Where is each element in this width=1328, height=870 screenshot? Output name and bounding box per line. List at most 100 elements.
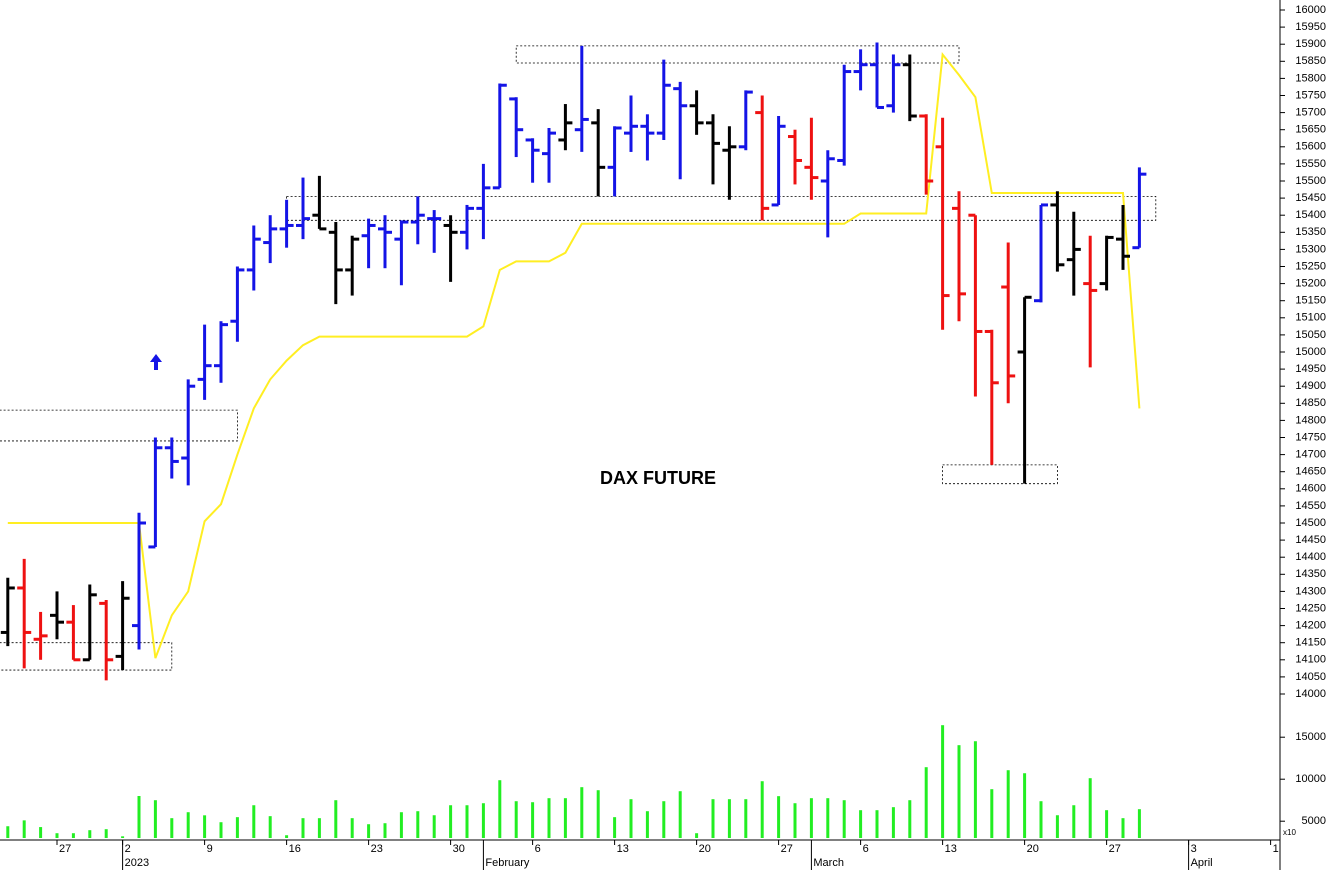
y-tick-label: 15800 xyxy=(1295,72,1326,84)
month-label: February xyxy=(485,857,530,869)
volume-bar xyxy=(596,790,600,838)
volume-bar xyxy=(531,802,535,838)
y-tick-label: 14850 xyxy=(1295,397,1326,409)
volume-bar xyxy=(678,791,682,838)
volume-bar xyxy=(55,833,59,838)
x-tick-label: 13 xyxy=(617,843,629,855)
y-tick-label: 15700 xyxy=(1295,107,1326,119)
volume-bar xyxy=(1137,809,1141,838)
volume-tick-label: 5000 xyxy=(1302,815,1326,827)
y-tick-label: 14800 xyxy=(1295,414,1326,426)
y-tick-label: 14200 xyxy=(1295,620,1326,632)
y-tick-label: 14750 xyxy=(1295,431,1326,443)
x-tick-label: 20 xyxy=(1027,843,1039,855)
y-tick-label: 14600 xyxy=(1295,483,1326,495)
volume-tick-label: 10000 xyxy=(1295,773,1326,785)
volume-bar xyxy=(662,801,666,838)
volume-bar xyxy=(809,798,813,838)
volume-bar xyxy=(121,836,125,838)
range-box xyxy=(286,195,1157,221)
y-tick-label: 14150 xyxy=(1295,637,1326,649)
volume-bar xyxy=(285,835,289,838)
x-tick-label: 20 xyxy=(699,843,711,855)
volume-bar xyxy=(859,810,863,838)
x-tick-label: 16 xyxy=(289,843,301,855)
volume-bar xyxy=(777,796,781,838)
volume-bar xyxy=(990,789,994,838)
volume-bar xyxy=(399,812,403,838)
month-label: March xyxy=(813,857,844,869)
volume-bar xyxy=(449,805,453,838)
volume-bar xyxy=(629,799,633,838)
volume-bar xyxy=(973,741,977,838)
volume-bar xyxy=(613,817,617,838)
y-tick-label: 15200 xyxy=(1295,278,1326,290)
y-tick-label: 14050 xyxy=(1295,671,1326,683)
y-tick-label: 15150 xyxy=(1295,295,1326,307)
volume-bar xyxy=(1105,810,1109,838)
y-tick-label: 14950 xyxy=(1295,363,1326,375)
x-tick-label: 2 xyxy=(125,843,131,855)
volume-bar xyxy=(645,811,649,838)
y-tick-label: 15600 xyxy=(1295,141,1326,153)
volume-bar xyxy=(514,801,518,838)
x-tick-label: 27 xyxy=(59,843,71,855)
x-tick-label: 9 xyxy=(207,843,213,855)
y-tick-label: 15650 xyxy=(1295,124,1326,136)
range-box xyxy=(942,464,1058,485)
volume-bar xyxy=(252,805,256,838)
volume-bar xyxy=(465,805,469,838)
volume-bar xyxy=(727,799,731,838)
y-tick-label: 14400 xyxy=(1295,551,1326,563)
x-tick-label: 6 xyxy=(863,843,869,855)
volume-bar xyxy=(203,815,207,838)
volume-bar xyxy=(268,816,272,838)
x-tick-label: 23 xyxy=(371,843,383,855)
y-tick-label: 15550 xyxy=(1295,158,1326,170)
y-tick-label: 15450 xyxy=(1295,192,1326,204)
y-tick-label: 14900 xyxy=(1295,380,1326,392)
volume-bar xyxy=(1121,818,1125,838)
volume-bar xyxy=(170,818,174,838)
x-tick-label: 30 xyxy=(453,843,465,855)
y-tick-label: 14100 xyxy=(1295,654,1326,666)
volume-bar xyxy=(71,833,75,838)
volume-multiplier: x10 xyxy=(1283,828,1296,837)
x-tick-label: 1 xyxy=(1273,843,1279,855)
volume-bar xyxy=(186,812,190,838)
signal-arrow xyxy=(150,354,162,370)
volume-bar xyxy=(547,798,551,838)
range-box xyxy=(0,409,238,442)
y-tick-label: 14250 xyxy=(1295,602,1326,614)
x-tick-label: 6 xyxy=(535,843,541,855)
volume-bar xyxy=(891,807,895,838)
month-label: 2023 xyxy=(125,857,149,869)
y-tick-label: 15950 xyxy=(1295,21,1326,33)
volume-bar xyxy=(432,815,436,838)
y-tick-label: 14700 xyxy=(1295,449,1326,461)
trend-line xyxy=(7,51,1141,659)
volume-bar xyxy=(744,799,748,838)
volume-bar xyxy=(1023,773,1027,838)
volume-bar xyxy=(367,824,371,838)
volume-tick-label: 15000 xyxy=(1295,731,1326,743)
volume-bar xyxy=(22,820,26,838)
y-tick-label: 15500 xyxy=(1295,175,1326,187)
x-tick-label: 3 xyxy=(1191,843,1197,855)
volume-bar xyxy=(760,781,764,838)
volume-bar xyxy=(88,830,92,838)
volume-bar xyxy=(301,818,305,838)
volume-bar xyxy=(104,829,108,838)
y-tick-label: 14000 xyxy=(1295,688,1326,700)
volume-bar xyxy=(1088,778,1092,838)
y-tick-label: 15300 xyxy=(1295,243,1326,255)
volume-bar xyxy=(924,767,928,838)
month-label: April xyxy=(1191,857,1213,869)
volume-bar xyxy=(941,725,945,838)
volume-bar xyxy=(695,833,699,838)
y-tick-label: 15100 xyxy=(1295,312,1326,324)
y-tick-label: 15000 xyxy=(1295,346,1326,358)
volume-bar xyxy=(498,780,502,838)
y-tick-label: 15850 xyxy=(1295,55,1326,67)
